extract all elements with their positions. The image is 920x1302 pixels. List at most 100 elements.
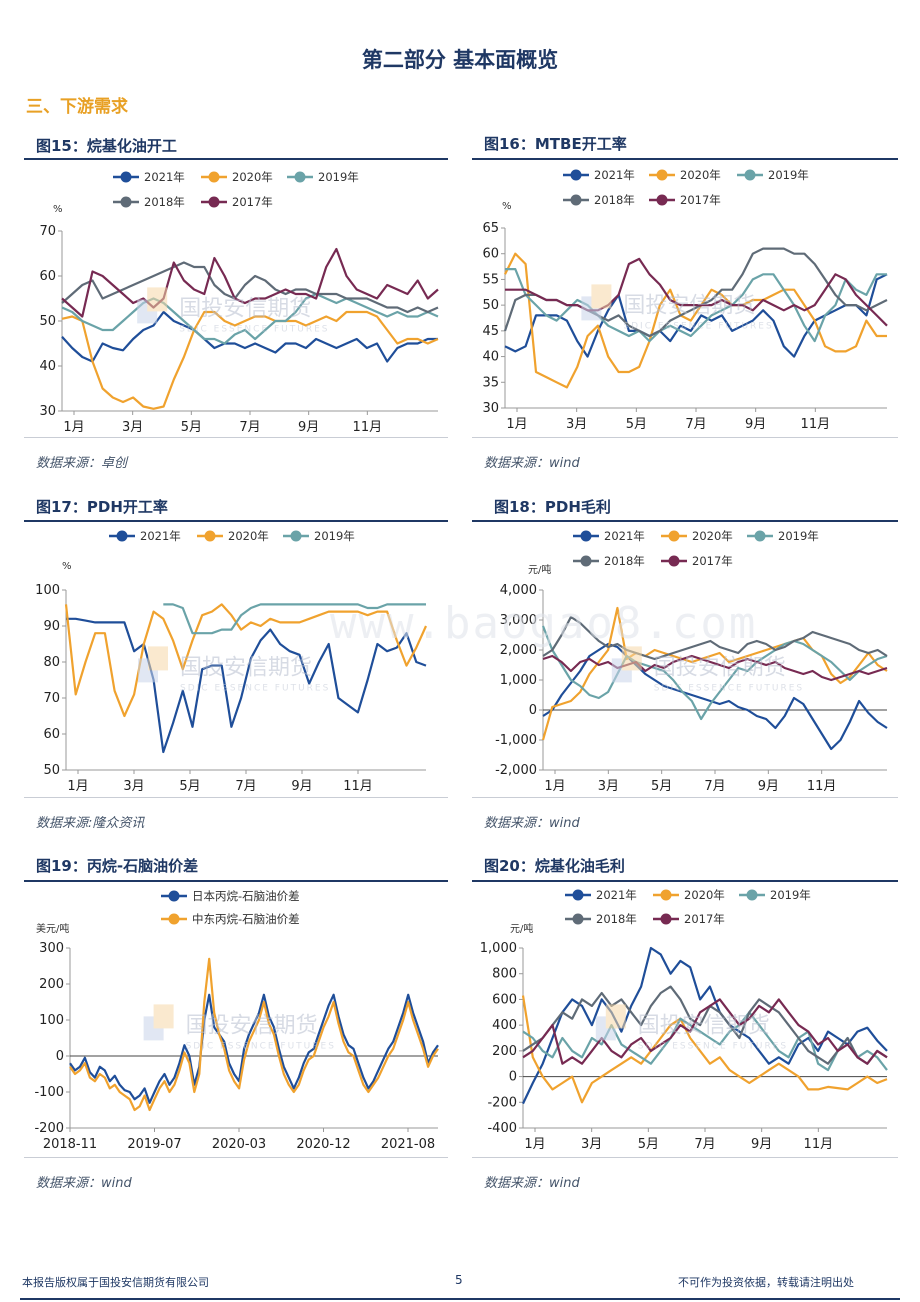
c15-x-tick-label: 11月	[353, 420, 383, 435]
c18-legend-swatch	[747, 530, 773, 542]
c15-x-tick-label: 1月	[63, 420, 84, 435]
c18-title: 图18：PDH毛利	[494, 498, 611, 516]
c20-y-tick-label: 800	[492, 967, 517, 982]
c20-legend-item: 2019年	[738, 887, 811, 903]
c16-y-tick-label: 30	[482, 401, 499, 416]
c16-source: 数据来源：wind	[484, 456, 580, 471]
c19-y-tick-label: -200	[34, 1121, 64, 1136]
c20-watermark-english: SDIC ESSENCE FUTURES	[638, 1041, 788, 1051]
c18-legend-label: 2019年	[778, 529, 819, 543]
c15-legend-item: 2019年	[286, 169, 359, 185]
c16-legend-label: 2019年	[768, 168, 809, 182]
c18-watermark-text: 国投安信期货	[654, 655, 786, 680]
c18-legend-swatch	[661, 530, 687, 542]
c15-legend-item: 2021年	[112, 169, 185, 185]
c17-y-tick-label: 70	[43, 691, 60, 706]
c18-legend-swatch	[573, 555, 599, 567]
c17-legend-label: 2020年	[228, 529, 269, 543]
c15-x-tick-label: 9月	[298, 420, 319, 435]
c17-source: 数据来源:隆众资讯	[36, 816, 145, 831]
c15-legend-item: 2018年	[112, 194, 185, 210]
c16-bottom-rule	[472, 437, 898, 438]
c16-unit-label: %	[502, 201, 512, 212]
c19-source: 数据来源：wind	[36, 1176, 132, 1191]
footer-page-number: 5	[455, 1273, 463, 1287]
c16-legend-item: 2020年	[648, 167, 721, 183]
c16-y-tick-label: 40	[482, 350, 499, 365]
c20-legend-swatch	[739, 889, 765, 901]
c18-legend-swatch	[573, 530, 599, 542]
c18-x-tick-label: 1月	[544, 779, 565, 794]
c20-series-line	[522, 998, 888, 1065]
c20-x-tick-label: 5月	[638, 1137, 659, 1152]
c20-y-tick-label: -200	[487, 1095, 517, 1110]
c15-series-line	[61, 247, 439, 318]
c17-series-line	[66, 617, 427, 754]
c18-y-tick-label: 1,000	[500, 673, 537, 688]
c19-x-tick-label: 2018-11	[43, 1137, 97, 1152]
c15-legend-label: 2017年	[232, 195, 273, 209]
c17-x-tick-label: 5月	[179, 779, 200, 794]
c19-legend-label: 中东丙烷-石脑油价差	[192, 912, 300, 926]
c19-title: 图19：丙烷-石脑油价差	[36, 857, 199, 875]
c15-y-tick-label: 40	[39, 359, 56, 374]
c17-legend-item: 2020年	[196, 528, 269, 544]
c20-legend-label: 2019年	[770, 888, 811, 902]
c19-series-line	[69, 957, 439, 1112]
c15-x-tick-label: 5月	[181, 420, 202, 435]
c15-x-tick-label: 3月	[122, 420, 143, 435]
c18-x-tick-label: 3月	[598, 779, 619, 794]
c18-y-tick-label: 2,000	[500, 643, 537, 658]
c16-series-line	[505, 268, 887, 343]
c16-x-tick-label: 11月	[801, 417, 831, 432]
c20-y-tick-label: 0	[509, 1070, 517, 1085]
c15-series-line	[61, 310, 438, 363]
c17-legend-label: 2021年	[140, 529, 181, 543]
c16-y-tick-label: 35	[482, 375, 499, 390]
c20-series-line	[522, 985, 888, 1065]
c15-legend-swatch	[113, 196, 139, 208]
c19-y-tick-label: 0	[56, 1049, 64, 1064]
c19-x-tick-label: 2020-12	[296, 1137, 350, 1152]
c19-legend-item: 日本丙烷-石脑油价差	[160, 888, 300, 904]
c15-x-tick-label: 7月	[239, 420, 260, 435]
c20-legend-label: 2020年	[684, 888, 725, 902]
c16-chart: 30 35 40 45 50 55 60 65 1月 3月 5月 7月 9月 11月 国投安信期货 SDIC …	[482, 221, 888, 432]
c18-source: 数据来源：wind	[484, 816, 580, 831]
c16-x-tick-label: 5月	[626, 417, 647, 432]
c20-y-tick-label: 600	[492, 992, 517, 1007]
c15-title: 图15：烷基化油开工	[36, 137, 177, 155]
c17-legend-item: 2021年	[108, 528, 181, 544]
c18-watermark-logo-right	[621, 646, 642, 671]
c15-title-rule	[24, 158, 448, 160]
c18-series-line	[542, 654, 888, 682]
c17-y-tick-label: 100	[35, 583, 60, 598]
c15-y-tick-label: 60	[39, 269, 56, 284]
c18-legend-item: 2018年	[572, 553, 645, 569]
c18-legend-label: 2021年	[604, 529, 645, 543]
c18-series-line	[541, 625, 888, 721]
c17-legend-item: 2019年	[282, 528, 355, 544]
c15-source: 数据来源：卓创	[36, 456, 128, 471]
c16-legend-swatch	[649, 194, 675, 206]
c16-watermark-english: SDIC ESSENCE FUTURES	[623, 321, 773, 331]
c17-y-tick-label: 60	[43, 727, 60, 742]
c16-y-tick-label: 65	[482, 221, 499, 236]
c20-x-tick-label: 11月	[804, 1137, 834, 1152]
c20-x-tick-label: 9月	[751, 1137, 772, 1152]
c18-watermark: 国投安信期货 SDIC ESSENCE FUTURES	[611, 646, 802, 693]
c19-legend-label: 日本丙烷-石脑油价差	[192, 889, 300, 903]
c15-legend-swatch	[113, 171, 139, 183]
c15-y-tick-label: 70	[39, 224, 56, 239]
c17-series-line	[64, 603, 428, 718]
c20-title: 图20：烷基化油毛利	[484, 857, 625, 875]
c19-title-rule	[24, 880, 448, 882]
c18-legend-item: 2021年	[572, 528, 645, 544]
c17-legend-swatch	[283, 530, 309, 542]
c16-x-tick-label: 7月	[685, 417, 706, 432]
c20-legend-swatch	[565, 889, 591, 901]
c15-unit-label: %	[53, 204, 63, 215]
c17-watermark: 国投安信期货 SDIC ESSENCE FUTURES	[138, 646, 328, 693]
c20-x-tick-label: 1月	[524, 1137, 545, 1152]
c16-y-tick-label: 55	[482, 272, 499, 287]
